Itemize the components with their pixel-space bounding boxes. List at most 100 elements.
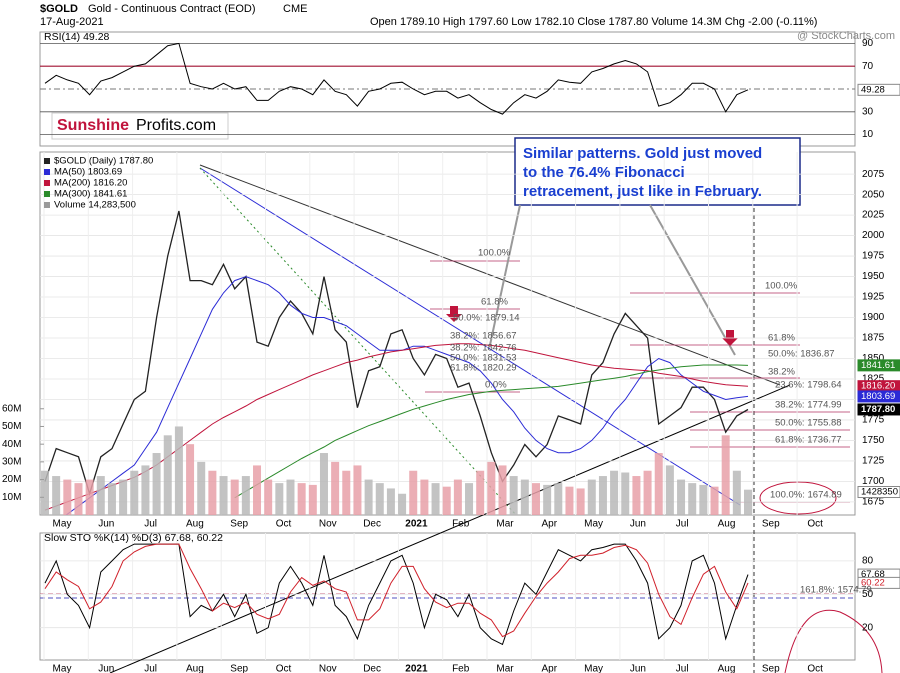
volume-bar: [431, 483, 440, 515]
volume-bar: [409, 470, 418, 515]
symbol: $GOLD: [40, 3, 78, 15]
series-line: [65, 276, 749, 515]
volume-bar: [688, 483, 697, 515]
callout-pointer: [489, 204, 521, 346]
volume-bar: [621, 472, 630, 515]
volume-bar: [152, 453, 161, 515]
y-tick-label: 1875: [862, 333, 885, 344]
volume-bar: [96, 476, 105, 515]
fib-label: 100.0%: [765, 281, 798, 292]
x-tick-label: May: [53, 664, 72, 673]
volume-bar: [531, 483, 540, 515]
x-tick-label: Feb: [452, 664, 470, 673]
volume-bar: [520, 479, 529, 515]
panel-title: RSI(14) 49.28: [44, 31, 110, 43]
x-tick-label: Aug: [718, 519, 736, 530]
y-tick-label: 20: [862, 622, 874, 633]
volume-bar: [186, 444, 195, 515]
x-tick-label: Sep: [762, 519, 780, 530]
callout-text: to the 76.4% Fibonacci: [523, 164, 685, 181]
x-tick-label: 2021: [405, 664, 428, 673]
x-tick-label: Oct: [807, 519, 823, 530]
value-tag-box: [857, 576, 900, 589]
volume-bar: [442, 486, 451, 515]
fib-label: 100.0%: 1674.89: [770, 490, 842, 501]
volume-bar: [241, 476, 250, 515]
value-tag-box: [857, 403, 900, 416]
y-tick-label: 2000: [862, 230, 885, 241]
series-line: [44, 42, 749, 115]
volume-bar: [174, 426, 183, 515]
value-tag: 1803.69: [861, 391, 895, 402]
x-tick-label: May: [584, 664, 603, 673]
y2-tick-label: 50M: [2, 421, 21, 432]
x-tick-label: Apr: [542, 664, 558, 673]
fib-label: 50.0%: 1836.87: [768, 349, 835, 360]
trendline: [199, 167, 741, 506]
y-tick-label: 1775: [862, 415, 885, 426]
highlight-circle: [759, 481, 837, 515]
x-tick-label: Oct: [807, 664, 823, 673]
x-tick-label: Jul: [144, 519, 157, 530]
volume-bar: [543, 484, 552, 515]
x-tick-label: Sep: [230, 519, 248, 530]
sto-frame: [39, 532, 856, 661]
volume-bar: [63, 479, 72, 515]
y-tick-label: 70: [862, 61, 874, 72]
credit: @ StockCharts.com: [797, 30, 895, 42]
x-tick-label: Apr: [542, 519, 558, 530]
fib-label: 50.0%: 1879.14: [453, 313, 520, 324]
series-line: [44, 543, 749, 638]
x-tick-label: May: [584, 519, 603, 530]
volume-bar: [610, 470, 619, 515]
y-tick-label: 1975: [862, 251, 885, 262]
x-tick-label: Oct: [276, 519, 292, 530]
volume-bar: [85, 479, 94, 515]
y-tick-label: 1725: [862, 456, 885, 467]
x-tick-label: Aug: [718, 664, 736, 673]
value-tag: 1841.61: [861, 360, 895, 371]
y2-tick-label: 40M: [2, 439, 21, 450]
series-line: [44, 210, 749, 496]
x-tick-label: Sep: [762, 664, 780, 673]
y2-tick-label: 30M: [2, 457, 21, 468]
logo-sunshine: Sunshine: [57, 117, 129, 134]
callout-text: Similar patterns. Gold just moved: [523, 145, 762, 162]
fib-label: 61.8%: [768, 333, 795, 344]
fib-label: 61.8%: 1820.29: [450, 363, 517, 374]
volume-bar: [565, 486, 574, 515]
volume-bar: [453, 479, 462, 515]
volume-bar: [476, 470, 485, 515]
panel-plot: [40, 152, 855, 515]
legend-label: MA(300) 1841.61: [54, 189, 127, 200]
x-tick-label: Mar: [496, 664, 514, 673]
x-tick-label: Nov: [319, 664, 337, 673]
x-tick-label: Oct: [276, 664, 292, 673]
x-tick-label: 2021: [405, 519, 428, 530]
volume-bar: [665, 465, 674, 515]
x-tick-label: Mar: [496, 519, 514, 530]
volume-bar: [197, 461, 206, 515]
x-tick-label: May: [53, 519, 72, 530]
volume-bar: [52, 476, 61, 515]
y-tick-label: 2025: [862, 210, 885, 221]
volume-bar: [643, 470, 652, 515]
y-tick-label: 1925: [862, 292, 885, 303]
panel-plot: [40, 533, 855, 660]
fib-label: 23.6%: 1798.64: [775, 380, 842, 391]
volume-bar: [554, 483, 563, 515]
volume-bar: [598, 476, 607, 515]
fib-label: 161.8%: 1574.79: [800, 585, 872, 596]
volume-bar: [576, 488, 585, 515]
x-tick-label: Feb: [452, 519, 470, 530]
fib-label: 38.2%: 1856.67: [450, 331, 517, 342]
x-tick-label: Nov: [319, 519, 337, 530]
y2-tick-label: 10M: [2, 492, 21, 503]
volume-bar: [353, 465, 362, 515]
value-tag: 1816.20: [861, 381, 895, 392]
volume-bar: [219, 476, 228, 515]
volume-bar: [744, 489, 752, 515]
value-tag: 67.68: [861, 569, 885, 580]
volume-bar: [654, 453, 663, 515]
